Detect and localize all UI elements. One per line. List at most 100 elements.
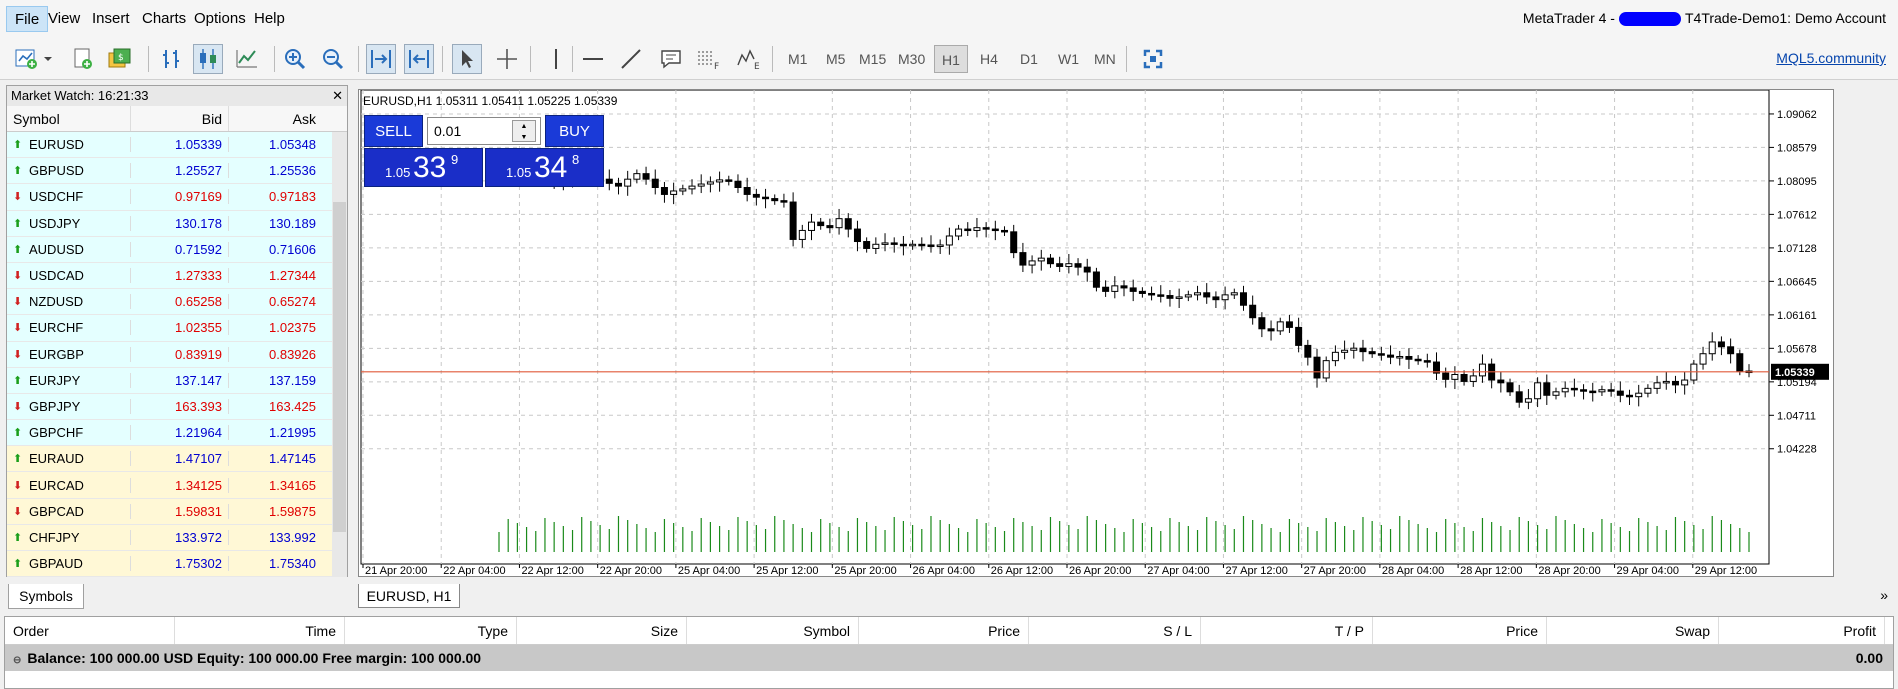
sell-button[interactable]: SELL xyxy=(364,115,423,147)
lot-spinner[interactable]: ▲ ▼ xyxy=(512,120,536,142)
line-chart-button[interactable] xyxy=(232,44,262,74)
spin-down-icon[interactable]: ▼ xyxy=(520,134,528,141)
column-header-order[interactable]: Order xyxy=(5,617,175,644)
text-label-button[interactable] xyxy=(656,44,686,74)
timeframe-h4[interactable]: H4 xyxy=(980,51,998,67)
column-header-type[interactable]: Type xyxy=(345,617,517,644)
column-header-sl[interactable]: S / L xyxy=(1029,617,1201,644)
lot-size-input[interactable]: 0.01 ▲ ▼ xyxy=(427,117,541,145)
menu-charts[interactable]: Charts xyxy=(142,10,187,27)
market-watch-button[interactable]: $ xyxy=(104,44,134,74)
toolbar-separator xyxy=(530,46,531,72)
tab-scroll-icon[interactable]: » xyxy=(1880,587,1888,603)
column-header-price-current[interactable]: Price xyxy=(1373,617,1547,644)
menu-help[interactable]: Help xyxy=(254,10,285,27)
horizontal-line-button[interactable] xyxy=(578,44,608,74)
symbol-name: EURAUD xyxy=(29,451,84,467)
timeframe-m30[interactable]: M30 xyxy=(898,51,926,67)
timeframe-mn[interactable]: MN xyxy=(1094,51,1116,67)
symbol-name: GBPJPY xyxy=(29,398,81,414)
trendline-button[interactable] xyxy=(616,44,646,74)
menu-file[interactable]: File xyxy=(6,6,49,32)
market-watch-row[interactable]: ⬇ USDCHF 0.97169 0.97183 xyxy=(7,184,347,211)
timeframe-h1[interactable]: H1 xyxy=(934,45,968,73)
one-click-trading-panel: SELL 0.01 ▲ ▼ BUY 1.05 33 9 1.05 34 8 xyxy=(364,115,604,187)
svg-text:F: F xyxy=(714,62,719,71)
column-header-time[interactable]: Time xyxy=(175,617,345,644)
market-watch-row[interactable]: ⬇ EURCHF 1.02355 1.02375 xyxy=(7,315,347,342)
collapse-icon[interactable]: ⊖ xyxy=(13,655,22,666)
balance-summary: Balance: 100 000.00 USD Equity: 100 000.… xyxy=(27,650,482,666)
candlestick-button[interactable] xyxy=(193,44,223,74)
candle-body xyxy=(734,180,742,189)
symbol-name: USDJPY xyxy=(29,215,81,231)
market-watch-row[interactable]: ⬆ EURJPY 137.147 137.159 xyxy=(7,367,347,394)
y-tick-label: 1.05678 xyxy=(1777,343,1817,355)
timeframe-m5[interactable]: M5 xyxy=(826,51,846,67)
spin-up-icon[interactable]: ▲ xyxy=(520,123,528,130)
column-header-symbol[interactable]: Symbol xyxy=(687,617,859,644)
candle-body xyxy=(1001,229,1009,233)
vertical-line-button[interactable] xyxy=(541,44,571,74)
column-header-swap[interactable]: Swap xyxy=(1547,617,1719,644)
menu-insert[interactable]: Insert xyxy=(92,10,130,27)
column-header-price[interactable]: Price xyxy=(859,617,1029,644)
bid-cell: 0.71592 xyxy=(130,241,228,257)
close-icon[interactable]: ✕ xyxy=(332,88,343,103)
market-watch-row[interactable]: ⬆ GBPUSD 1.25527 1.25536 xyxy=(7,158,347,185)
x-tick-label: 27 Apr 20:00 xyxy=(1304,565,1366,576)
buy-button[interactable]: BUY xyxy=(545,115,604,147)
timeframe-m1[interactable]: M1 xyxy=(788,51,808,67)
chart-shift-icon xyxy=(371,50,391,68)
ask-column-header[interactable]: Ask xyxy=(228,106,324,131)
zoom-out-button[interactable] xyxy=(318,44,348,74)
sell-price-box[interactable]: 1.05 33 9 xyxy=(364,148,483,187)
menu-view[interactable]: View xyxy=(48,10,81,27)
tab-chart-eurusd-h1[interactable]: EURUSD, H1 xyxy=(358,584,460,608)
tab-symbols[interactable]: Symbols xyxy=(8,584,84,609)
market-watch-row[interactable]: ⬇ EURGBP 0.83919 0.83926 xyxy=(7,341,347,368)
column-header-tp[interactable]: T / P xyxy=(1201,617,1373,644)
y-tick-label: 1.07128 xyxy=(1777,243,1817,255)
market-watch-row[interactable]: ⬆ GBPAUD 1.75302 1.75340 xyxy=(7,551,347,578)
market-watch-row[interactable]: ⬇ GBPCAD 1.59831 1.59875 xyxy=(7,498,347,525)
market-watch-row[interactable]: ⬇ NZDUSD 0.65258 0.65274 xyxy=(7,289,347,316)
bid-column-header[interactable]: Bid xyxy=(130,106,228,131)
market-watch-row[interactable]: ⬆ CHFJPY 133.972 133.992 xyxy=(7,524,347,551)
market-watch-row[interactable]: ⬆ GBPCHF 1.21964 1.21995 xyxy=(7,420,347,447)
cursor-button[interactable] xyxy=(452,44,482,74)
fibonacci-button[interactable]: F xyxy=(694,44,724,74)
mql5-community-link[interactable]: MQL5.community xyxy=(1776,50,1886,66)
scrollbar-thumb[interactable] xyxy=(333,202,346,532)
timeframe-w1[interactable]: W1 xyxy=(1058,51,1079,67)
elliott-button[interactable]: E xyxy=(734,44,764,74)
candle-body xyxy=(1065,263,1073,267)
zoom-in-button[interactable] xyxy=(280,44,310,74)
timeframe-m15[interactable]: M15 xyxy=(859,51,887,67)
bar-chart-button[interactable] xyxy=(156,44,186,74)
crosshair-button[interactable] xyxy=(492,44,522,74)
market-watch-row[interactable]: ⬇ GBPJPY 163.393 163.425 xyxy=(7,393,347,421)
timeframe-d1[interactable]: D1 xyxy=(1020,51,1038,67)
market-watch-row[interactable]: ⬆ EURUSD 1.05339 1.05348 xyxy=(7,132,347,159)
menu-options[interactable]: Options xyxy=(194,10,246,27)
candle-body xyxy=(918,243,926,247)
symbol-column-header[interactable]: Symbol xyxy=(13,110,60,127)
bar-chart-icon xyxy=(163,50,179,68)
x-tick-label: 25 Apr 12:00 xyxy=(756,565,818,576)
auto-scroll-button[interactable] xyxy=(404,44,434,74)
market-watch-row[interactable]: ⬆ AUDUSD 0.71592 0.71606 xyxy=(7,236,347,263)
chart-window[interactable]: 1.09062 1.08579 1.08095 1.07612 1.07128 1.066… xyxy=(358,89,1834,577)
chart-shift-button[interactable] xyxy=(366,44,396,74)
new-chart-button[interactable] xyxy=(12,44,56,74)
market-watch-row[interactable]: ⬆ USDJPY 130.178 130.189 xyxy=(7,210,347,237)
buy-price-box[interactable]: 1.05 34 8 xyxy=(485,148,604,187)
market-watch-scrollbar[interactable] xyxy=(332,132,347,576)
market-watch-row[interactable]: ⬆ EURAUD 1.47107 1.47145 xyxy=(7,446,347,473)
market-watch-row[interactable]: ⬇ USDCAD 1.27333 1.27344 xyxy=(7,262,347,290)
column-header-size[interactable]: Size xyxy=(517,617,687,644)
column-header-profit[interactable]: Profit xyxy=(1719,617,1885,644)
market-watch-row[interactable]: ⬇ EURCAD 1.34125 1.34165 xyxy=(7,472,347,499)
fullscreen-button[interactable] xyxy=(1138,44,1168,74)
profiles-button[interactable] xyxy=(68,44,98,74)
